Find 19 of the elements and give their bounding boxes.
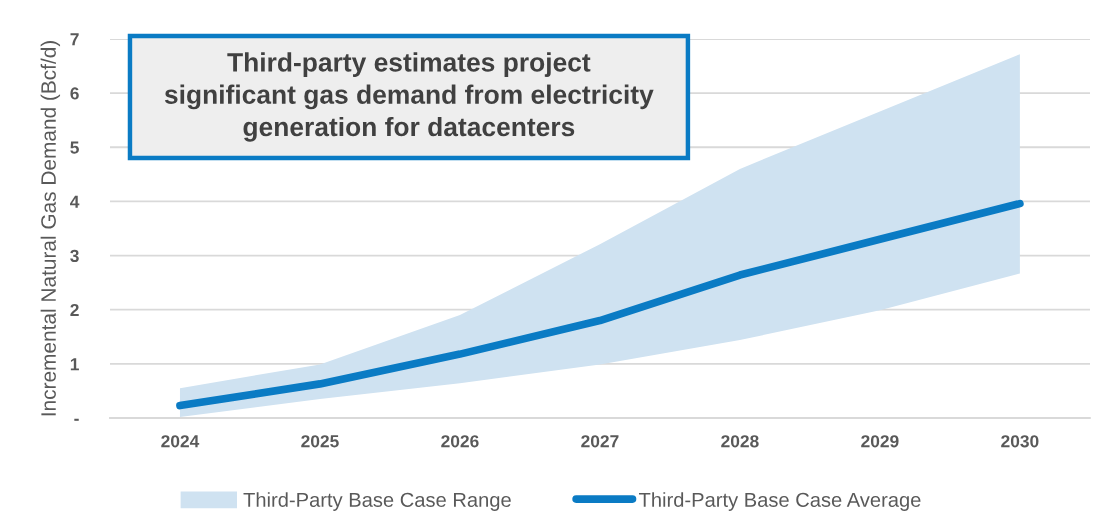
y-tick-label: 7 xyxy=(70,33,79,46)
x-tick-label: 2029 xyxy=(861,435,899,448)
x-tick-label: 2027 xyxy=(581,435,619,448)
legend-label: Third-Party Base Case Average xyxy=(639,492,921,511)
text: Third-party estimates project significant gas demand from electricity generation for datacenters xyxy=(164,52,654,142)
x-tick-label: 2030 xyxy=(1001,435,1039,448)
y-tick-label: 1 xyxy=(70,358,79,371)
y-tick-label: 5 xyxy=(70,141,79,154)
y-axis-title: Incremental Natural Gas Demand (Bcf/d) xyxy=(40,41,61,416)
y-tick-label: 2 xyxy=(70,303,79,316)
legend-label: Third-Party Base Case Range xyxy=(243,492,511,511)
x-tick-label: 2024 xyxy=(161,435,200,448)
y-tick-label: 4 xyxy=(70,195,80,208)
y-tick-label: 3 xyxy=(70,249,79,263)
y-tick-label: - xyxy=(74,418,79,421)
x-tick-label: 2025 xyxy=(301,435,339,448)
x-tick-label: 2028 xyxy=(721,435,759,448)
y-tick-label: 6 xyxy=(70,87,79,100)
x-tick-label: 2026 xyxy=(441,435,479,448)
